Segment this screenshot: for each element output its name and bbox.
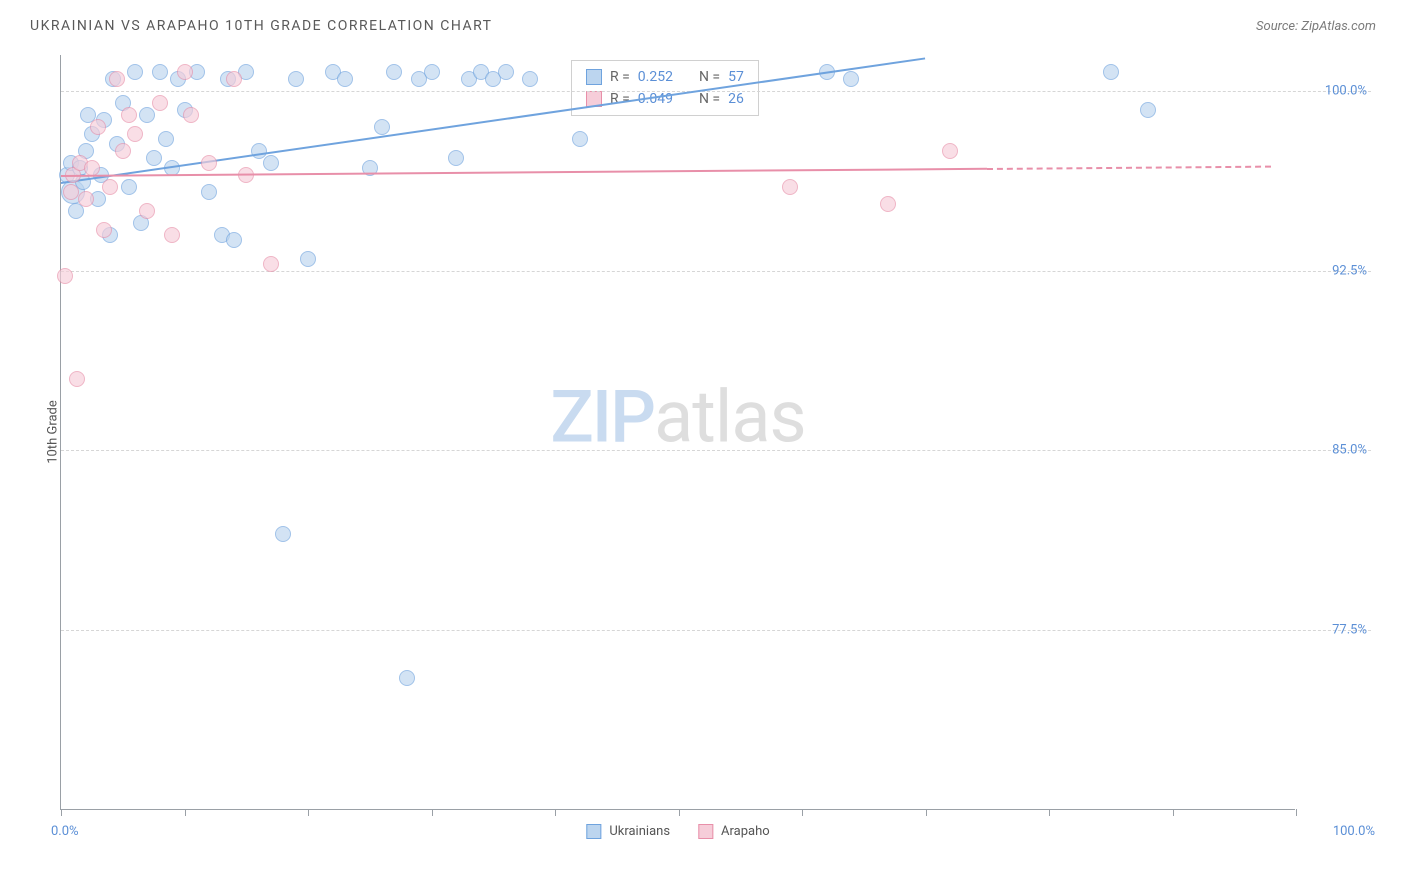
x-tick — [185, 809, 186, 816]
data-point — [448, 150, 464, 166]
data-point — [121, 179, 137, 195]
watermark-zip: ZIP — [550, 374, 654, 459]
source-label: Source: ZipAtlas.com — [1256, 19, 1376, 34]
legend-swatch — [698, 824, 713, 839]
watermark: ZIPatlas — [550, 374, 805, 459]
data-point — [263, 155, 279, 171]
data-point — [127, 64, 143, 80]
data-point — [69, 371, 85, 387]
legend-item: Arapaho — [698, 824, 770, 839]
data-point — [1103, 64, 1119, 80]
legend-item: Ukrainians — [586, 824, 670, 839]
data-point — [152, 64, 168, 80]
gridline — [61, 630, 1371, 631]
x-axis-min-label: 0.0% — [51, 824, 79, 839]
y-axis-title: 10th Grade — [45, 400, 60, 464]
data-point — [146, 150, 162, 166]
n-label: N = — [699, 66, 720, 88]
data-point — [300, 251, 316, 267]
x-tick — [1173, 809, 1174, 816]
chart-container: 10th Grade ZIPatlas R =0.252N =57R =0.04… — [60, 55, 1370, 810]
correlation-legend: R =0.252N =57R =0.049N =26 — [571, 60, 759, 116]
data-point — [843, 71, 859, 87]
data-point — [78, 191, 94, 207]
x-tick — [1296, 809, 1297, 816]
data-point — [201, 184, 217, 200]
data-point — [522, 71, 538, 87]
data-point — [109, 71, 125, 87]
data-point — [399, 670, 415, 686]
data-point — [164, 227, 180, 243]
x-tick — [61, 809, 62, 816]
x-tick — [679, 809, 680, 816]
gridline — [61, 450, 1371, 451]
data-point — [201, 155, 217, 171]
x-tick — [308, 809, 309, 816]
data-point — [63, 184, 79, 200]
series-legend: Ukrainians Arapaho — [586, 824, 769, 839]
x-tick — [802, 809, 803, 816]
data-point — [139, 203, 155, 219]
data-point — [374, 119, 390, 135]
data-point — [942, 143, 958, 159]
plot-area: 10th Grade ZIPatlas R =0.252N =57R =0.04… — [60, 55, 1295, 810]
x-tick — [1049, 809, 1050, 816]
data-point — [288, 71, 304, 87]
y-tick-label: 92.5% — [1332, 263, 1367, 278]
y-tick-label: 85.0% — [1332, 443, 1367, 458]
data-point — [226, 232, 242, 248]
data-point — [880, 196, 896, 212]
legend-label: Arapaho — [721, 824, 770, 839]
data-point — [57, 268, 73, 284]
data-point — [337, 71, 353, 87]
data-point — [183, 107, 199, 123]
legend-row: R =0.252N =57 — [586, 66, 744, 88]
x-tick — [926, 809, 927, 816]
watermark-atlas: atlas — [654, 374, 806, 459]
data-point — [1140, 102, 1156, 118]
data-point — [84, 160, 100, 176]
data-point — [127, 126, 143, 142]
r-value: 0.252 — [638, 66, 673, 88]
x-axis-max-label: 100.0% — [1333, 824, 1375, 839]
data-point — [424, 64, 440, 80]
r-label: R = — [610, 66, 630, 88]
data-point — [263, 256, 279, 272]
data-point — [572, 131, 588, 147]
data-point — [96, 222, 112, 238]
x-tick — [432, 809, 433, 816]
trend-line — [61, 168, 987, 177]
chart-title: UKRAINIAN VS ARAPAHO 10TH GRADE CORRELAT… — [30, 18, 493, 34]
header: UKRAINIAN VS ARAPAHO 10TH GRADE CORRELAT… — [0, 0, 1406, 44]
y-tick-label: 100.0% — [1325, 83, 1367, 98]
data-point — [498, 64, 514, 80]
data-point — [152, 95, 168, 111]
data-point — [226, 71, 242, 87]
y-tick-label: 77.5% — [1332, 623, 1367, 638]
data-point — [102, 179, 118, 195]
data-point — [115, 143, 131, 159]
data-point — [139, 107, 155, 123]
data-point — [158, 131, 174, 147]
data-point — [386, 64, 402, 80]
x-tick — [555, 809, 556, 816]
trend-line — [987, 165, 1271, 169]
legend-swatch — [586, 69, 602, 85]
data-point — [90, 119, 106, 135]
data-point — [177, 64, 193, 80]
data-point — [275, 526, 291, 542]
gridline — [61, 271, 1371, 272]
legend-swatch — [586, 824, 601, 839]
legend-label: Ukrainians — [609, 824, 670, 839]
gridline — [61, 91, 1371, 92]
data-point — [121, 107, 137, 123]
data-point — [782, 179, 798, 195]
